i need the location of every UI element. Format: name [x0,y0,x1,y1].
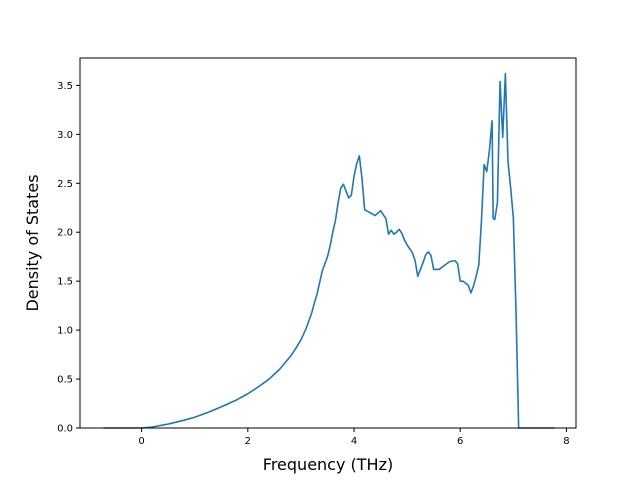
y-tick-label: 1.0 [57,326,73,337]
axis-ticks: 0 2 4 6 8 0.0 0.5 1.0 1.5 2.0 2.5 3.0 3.5 [57,81,570,447]
plot-frame [79,57,577,429]
y-tick-label: 3.0 [57,130,73,141]
y-tick-label: 1.5 [57,277,73,288]
y-axis-label: Density of States [23,174,42,311]
dos-series-line [103,72,555,429]
x-tick-label: 8 [563,436,569,447]
x-tick-label: 2 [245,436,251,447]
y-tick-label: 2.5 [57,179,73,190]
x-tick-label: 0 [138,436,144,447]
plot-area [103,72,555,429]
x-tick-label: 6 [457,436,463,447]
x-axis-label: Frequency (THz) [263,455,393,474]
y-tick-label: 2.0 [57,228,73,239]
y-tick-label: 0.5 [57,375,73,386]
x-tick-label: 4 [351,436,357,447]
y-tick-label: 0.0 [57,424,73,435]
y-tick-label: 3.5 [57,81,73,92]
